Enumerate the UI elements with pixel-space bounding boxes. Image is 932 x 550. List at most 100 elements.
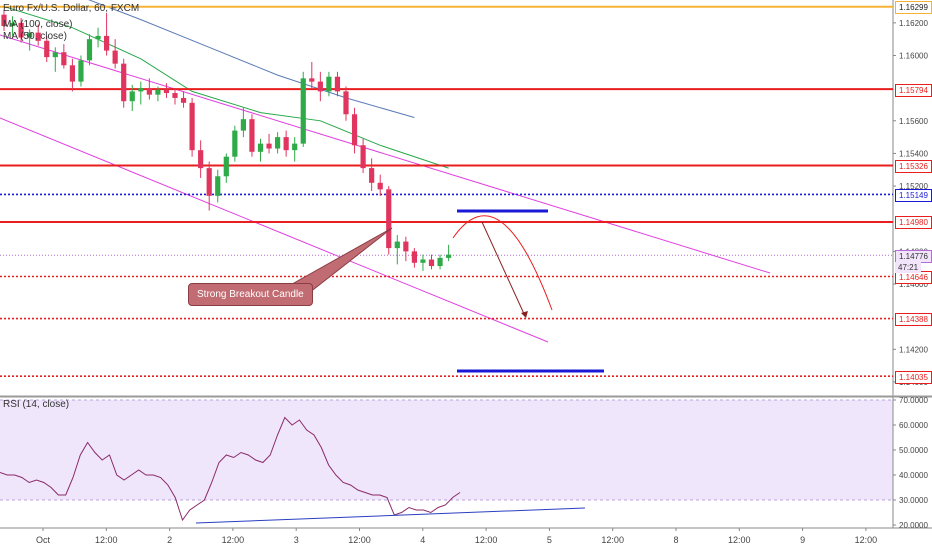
price-level-badge[interactable]: 1.15149 [895, 188, 932, 202]
price-tick-label: 1.14600 [899, 280, 928, 289]
candle-body [249, 119, 255, 152]
projection-arrowhead [521, 311, 528, 318]
candle-body [240, 119, 246, 131]
candle-body [61, 52, 67, 66]
candle-body [394, 241, 400, 249]
price-level-badge[interactable]: 1.14776 [895, 249, 932, 263]
price-tick-label: 1.16200 [899, 19, 928, 28]
candle-body [52, 52, 58, 58]
candle-body [1, 14, 7, 27]
candle-body [446, 254, 452, 258]
candle-body [377, 182, 383, 190]
time-tick-label: 12:00 [601, 535, 624, 545]
time-tick-label: 12:00 [95, 535, 118, 545]
candle-body [420, 259, 426, 263]
candle-body [86, 39, 93, 61]
candle-body [334, 76, 341, 92]
lower-trendline [0, 117, 549, 343]
breakout-callout: Strong Breakout Candle [188, 283, 313, 306]
candle-body [198, 150, 204, 169]
time-tick-label: 12:00 [728, 535, 751, 545]
candle-body [403, 241, 409, 252]
candle-body [437, 257, 443, 267]
rsi-tick-label: 60.0000 [899, 421, 928, 430]
ma100-legend[interactable]: MA (100, close) [3, 19, 73, 30]
candle-body [326, 76, 332, 92]
candle-body [172, 93, 178, 98]
ma50-legend[interactable]: MA (50, close) [3, 31, 67, 42]
price-level-badge[interactable]: 1.14388 [895, 313, 932, 327]
time-tick-label: 4 [420, 535, 425, 545]
candle-body [283, 137, 289, 151]
rsi-tick-label: 30.0000 [899, 496, 928, 505]
price-level-badge[interactable]: 1.15326 [895, 160, 932, 173]
candle-body [9, 22, 16, 27]
candle-body [146, 88, 152, 95]
candle-body [27, 32, 33, 38]
candle-body [180, 97, 187, 103]
price-level-badge[interactable]: 1.14035 [895, 370, 932, 384]
time-tick-label: 8 [673, 535, 678, 545]
time-tick-label: 5 [547, 535, 552, 545]
time-tick-label: 12:00 [348, 535, 371, 545]
countdown-badge: 47:21 [895, 262, 922, 274]
candle-body [138, 88, 144, 92]
candle-body [275, 137, 281, 149]
time-tick-label: 12:00 [222, 535, 245, 545]
rsi-line [0, 416, 461, 522]
candle-body [69, 65, 75, 82]
candle-body [18, 22, 24, 38]
time-tick-label: 9 [800, 535, 805, 545]
candle-body [317, 81, 323, 92]
rsi-tick-label: 40.0000 [899, 471, 928, 480]
candle-body [266, 143, 272, 149]
candle-body [257, 143, 264, 152]
projection-arc [452, 215, 553, 311]
symbol-title[interactable]: Euro Fx/U.S. Dollar, 60, FXCM [3, 3, 140, 14]
projection-arrow [481, 221, 526, 317]
price-tick-label: 1.15600 [899, 117, 928, 126]
candle-body [369, 168, 375, 183]
candle-body [189, 102, 195, 151]
rsi-band [0, 400, 893, 500]
rsi-trendline [195, 507, 586, 524]
time-tick-label: Oct [36, 535, 51, 545]
candle-body [44, 40, 50, 58]
candle-body [360, 145, 366, 169]
candle-body [35, 32, 41, 41]
rsi-legend[interactable]: RSI (14, close) [3, 399, 70, 410]
candle-body [386, 189, 392, 249]
rsi-tick-label: 50.0000 [899, 446, 928, 455]
candle-body [223, 156, 229, 177]
candle-body [343, 91, 349, 115]
candle-body [78, 60, 84, 82]
candle-body [95, 35, 101, 40]
price-tick-label: 1.15200 [899, 182, 928, 191]
time-tick-label: 12:00 [475, 535, 498, 545]
price-pane [0, 0, 893, 395]
candle-body [155, 89, 161, 95]
price-tick-label: 1.15400 [899, 149, 928, 158]
candle-body [232, 130, 238, 157]
candle-body [309, 78, 315, 82]
price-level-badge[interactable]: 1.16299 [895, 1, 932, 15]
candle-body [428, 259, 435, 267]
candle-body [292, 143, 298, 151]
time-tick-label: 12:00 [855, 535, 878, 545]
rsi-tick-label: 70.0000 [899, 396, 928, 405]
candle-body [121, 63, 127, 102]
candle-body [112, 50, 118, 64]
candle-body [300, 78, 306, 144]
time-tick-label: 2 [167, 535, 172, 545]
candle-body [104, 35, 110, 51]
candle-body [163, 89, 170, 94]
candle-body [215, 176, 221, 196]
price-level-badge[interactable]: 1.14980 [895, 216, 932, 230]
candle-body [351, 114, 358, 146]
time-tick-label: 3 [294, 535, 299, 545]
ma50-line [3, 6, 449, 169]
price-level-badge[interactable]: 1.15794 [895, 83, 932, 97]
rsi-tick-label: 20.0000 [899, 521, 928, 530]
price-tick-label: 1.16000 [899, 51, 928, 60]
